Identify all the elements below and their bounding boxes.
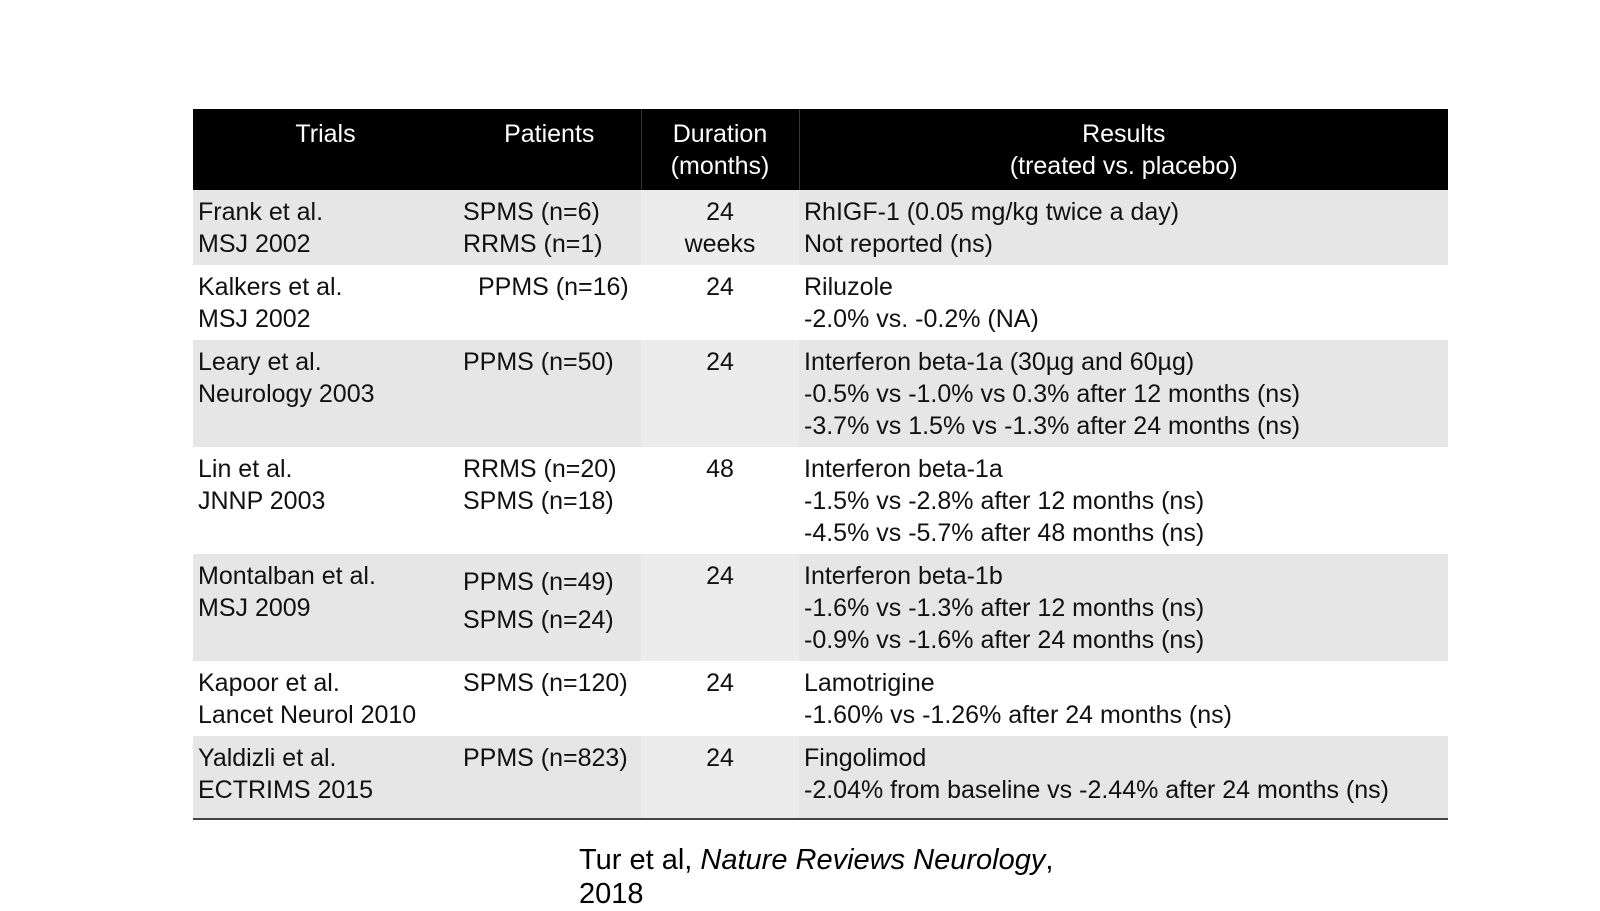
table-row: Kalkers et al. MSJ 2002 PPMS (n=16) 24 Riluz… <box>193 265 1448 340</box>
citation-suffix: , <box>1045 844 1054 876</box>
trial-cell: Lin et al. JNNP 2003 <box>193 447 458 554</box>
trial-line: Lancet Neurol 2010 <box>198 701 417 729</box>
patients-cell: PPMS (n=50) <box>458 340 641 447</box>
results-line: Riluzole <box>804 273 893 301</box>
duration-line: 48 <box>706 455 734 483</box>
results-line: RhIGF-1 (0.05 mg/kg twice a day) <box>804 198 1180 226</box>
results-line: Fingolimod <box>804 744 927 772</box>
trial-cell: Yaldizli et al. ECTRIMS 2015 <box>193 736 458 820</box>
patients-cell: SPMS (n=6) RRMS (n=1) <box>458 190 641 265</box>
trial-line: Leary et al. <box>198 348 322 376</box>
results-cell: Interferon beta-1a -1.5% vs -2.8% after 1… <box>799 447 1448 554</box>
trial-line: MSJ 2002 <box>198 305 311 333</box>
table-header: Trials Patients Duration (months) Result… <box>193 109 1448 190</box>
duration-cell: 48 <box>641 447 799 554</box>
duration-line: 24 <box>706 348 734 376</box>
patients-line: SPMS (n=6) <box>463 198 600 226</box>
header-duration: Duration (months) <box>640 109 799 190</box>
table-row: Yaldizli et al. ECTRIMS 2015 PPMS (n=823) 2… <box>193 736 1448 820</box>
header-results: Results (treated vs. placebo) <box>798 109 1448 190</box>
results-line: -4.5% vs -5.7% after 48 months (ns) <box>804 519 1205 547</box>
patients-line: SPMS (n=18) <box>463 487 614 515</box>
trials-table-container: Trials Patients Duration (months) Result… <box>193 109 1448 820</box>
patients-cell: PPMS (n=49) SPMS (n=24) <box>458 554 641 661</box>
patients-line: PPMS (n=50) <box>463 348 614 376</box>
citation-year: 2018 <box>579 878 644 910</box>
trial-cell: Leary et al. Neurology 2003 <box>193 340 458 447</box>
duration-line: 24 <box>706 669 734 697</box>
results-line: -0.5% vs -1.0% vs 0.3% after 12 months (… <box>804 380 1301 408</box>
trials-table: Trials Patients Duration (months) Result… <box>193 109 1448 820</box>
duration-line: weeks <box>684 230 756 258</box>
results-line: -1.60% vs -1.26% after 24 months (ns) <box>804 701 1232 729</box>
patients-line: RRMS (n=1) <box>463 230 603 258</box>
results-line: Not reported (ns) <box>804 230 993 258</box>
patients-line: PPMS (n=823) <box>463 744 628 772</box>
trial-cell: Montalban et al. MSJ 2009 <box>193 554 458 661</box>
table-row: Kapoor et al. Lancet Neurol 2010 SPMS (n=1… <box>193 661 1448 736</box>
table-row: Montalban et al. MSJ 2009 PPMS (n=49) SPMS … <box>193 554 1448 661</box>
duration-line: 24 <box>706 562 734 590</box>
trial-line: Frank et al. <box>198 198 324 226</box>
trial-line: Kapoor et al. <box>198 669 340 697</box>
results-line: Interferon beta-1a <box>804 455 1003 483</box>
results-cell: Riluzole -2.0% vs. -0.2% (NA) <box>799 265 1448 340</box>
duration-line: 24 <box>706 744 734 772</box>
table-row: Leary et al. Neurology 2003 PPMS (n=50) 24 I… <box>193 340 1448 447</box>
duration-cell: 24 <box>641 265 799 340</box>
patients-line: PPMS (n=16) <box>478 273 629 301</box>
results-line: -1.5% vs -2.8% after 12 months (ns) <box>804 487 1205 515</box>
results-cell: Interferon beta-1b -1.6% vs -1.3% after 1… <box>799 554 1448 661</box>
patients-cell: PPMS (n=16) <box>458 265 641 340</box>
duration-line: 24 <box>706 198 734 226</box>
header-row: Trials Patients Duration (months) Result… <box>193 109 1448 190</box>
table-row: Lin et al. JNNP 2003 RRMS (n=20) SPMS (n=18… <box>193 447 1448 554</box>
patients-line: SPMS (n=24) <box>463 606 614 634</box>
trial-line: MSJ 2009 <box>198 594 311 622</box>
trial-cell: Kalkers et al. MSJ 2002 <box>193 265 458 340</box>
trial-line: Kalkers et al. <box>198 273 343 301</box>
results-line: -2.04% from baseline vs -2.44% after 24 … <box>804 776 1389 804</box>
citation-prefix: Tur et al, <box>579 844 701 876</box>
citation: Tur et al, Nature Reviews Neurology, 201… <box>579 843 1099 911</box>
results-line: Interferon beta-1b <box>804 562 1003 590</box>
duration-cell: 24 <box>641 661 799 736</box>
trial-line: Montalban et al. <box>198 562 376 590</box>
trial-cell: Frank et al. MSJ 2002 <box>193 190 458 265</box>
results-cell: Interferon beta-1a (30µg and 60µg) -0.5% … <box>799 340 1448 447</box>
patients-cell: SPMS (n=120) <box>458 661 641 736</box>
duration-cell: 24 <box>641 554 799 661</box>
results-cell: Lamotrigine -1.60% vs -1.26% after 24 mon… <box>799 661 1448 736</box>
trial-line: ECTRIMS 2015 <box>198 776 374 804</box>
duration-line: 24 <box>706 273 734 301</box>
duration-cell: 24 <box>641 340 799 447</box>
results-cell: RhIGF-1 (0.05 mg/kg twice a day) Not repo… <box>799 190 1448 265</box>
citation-journal: Nature Reviews Neurology <box>700 844 1046 876</box>
patients-line: RRMS (n=20) <box>463 455 617 483</box>
results-line: -2.0% vs. -0.2% (NA) <box>804 305 1039 333</box>
trial-line: Neurology 2003 <box>198 380 375 408</box>
table-row: Frank et al. MSJ 2002 SPMS (n=6) RRMS (n=1)… <box>193 190 1448 265</box>
header-trials: Trials <box>193 109 458 190</box>
trial-line: Yaldizli et al. <box>198 744 337 772</box>
results-cell: Fingolimod -2.04% from baseline vs -2.44%… <box>799 736 1448 820</box>
results-line: -1.6% vs -1.3% after 12 months (ns) <box>804 594 1205 622</box>
trial-line: Lin et al. <box>198 455 293 483</box>
duration-cell: 24 weeks <box>641 190 799 265</box>
results-line: -0.9% vs -1.6% after 24 months (ns) <box>804 626 1205 654</box>
patients-line: PPMS (n=49) <box>463 568 614 596</box>
duration-cell: 24 <box>641 736 799 820</box>
results-line: Lamotrigine <box>804 669 935 697</box>
patients-cell: PPMS (n=823) <box>458 736 641 820</box>
patients-cell: RRMS (n=20) SPMS (n=18) <box>458 447 641 554</box>
trial-line: MSJ 2002 <box>198 230 311 258</box>
results-line: Interferon beta-1a (30µg and 60µg) <box>804 348 1195 376</box>
patients-line: SPMS (n=120) <box>463 669 628 697</box>
results-line: -3.7% vs 1.5% vs -1.3% after 24 months (… <box>804 412 1301 440</box>
trial-cell: Kapoor et al. Lancet Neurol 2010 <box>193 661 458 736</box>
header-patients: Patients <box>458 109 641 190</box>
table-body: Frank et al. MSJ 2002 SPMS (n=6) RRMS (n=1)… <box>193 190 1448 820</box>
trial-line: JNNP 2003 <box>198 487 326 515</box>
